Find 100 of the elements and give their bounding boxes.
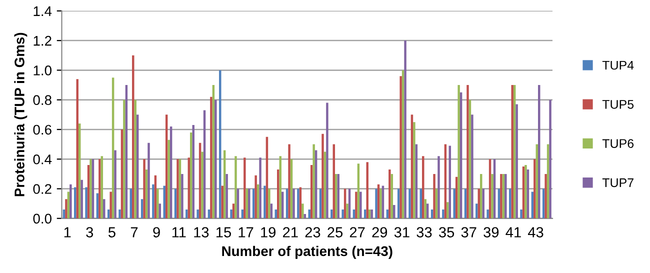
bar [114, 150, 116, 218]
bar [360, 192, 362, 218]
x-tick-label: 35 [438, 227, 454, 238]
x-tick-label: 29 [372, 227, 388, 238]
bar [85, 187, 88, 218]
x-tick-label: 13 [194, 227, 209, 238]
bar [70, 184, 72, 218]
bar [500, 174, 502, 218]
legend-label: TUP6 [602, 139, 634, 148]
bar [388, 169, 391, 218]
y-tick-label: 0.2 [33, 184, 52, 194]
bar [181, 174, 184, 218]
bar [80, 180, 83, 218]
bar [186, 210, 188, 218]
x-tick-label: 21 [283, 227, 298, 238]
bar [134, 100, 136, 218]
bar [302, 204, 304, 218]
bar [168, 140, 170, 218]
bar [214, 100, 217, 218]
bar [342, 210, 344, 218]
x-tick-label: 11 [172, 227, 186, 238]
y-tick-label: 1.2 [34, 36, 52, 46]
bar [234, 156, 237, 218]
bar [466, 85, 469, 218]
legend-label: TUP5 [602, 100, 634, 109]
x-tick-label: 3 [86, 227, 94, 238]
bar [219, 70, 222, 218]
y-tick-label: 0.8 [33, 95, 52, 106]
bar [163, 186, 166, 218]
bar [90, 159, 92, 218]
x-tick-label: 7 [130, 227, 138, 238]
bar [297, 188, 300, 218]
bar [203, 110, 206, 218]
y-tick-label: 0.0 [33, 214, 52, 224]
bar [123, 100, 126, 218]
x-tick-label: 9 [153, 227, 160, 238]
bar [322, 134, 324, 218]
bar [520, 210, 522, 218]
bar [192, 125, 194, 218]
bar [196, 210, 199, 218]
bar [446, 202, 449, 218]
x-tick-label: 23 [305, 227, 320, 238]
bar [221, 186, 224, 218]
x-tick-label: 17 [238, 227, 254, 238]
x-tick-label: 5 [108, 227, 116, 238]
bar [482, 188, 484, 218]
bar [176, 159, 179, 218]
bar [442, 210, 444, 218]
bar [76, 79, 78, 218]
x-tick-label: 25 [328, 227, 343, 238]
bar [143, 159, 146, 218]
bar [413, 122, 416, 218]
bar [438, 156, 440, 218]
x-axis-title: Number of patients (n=43) [222, 246, 392, 259]
bar [370, 210, 373, 218]
y-tick-label: 0.6 [33, 124, 52, 135]
x-tick-label: 31 [394, 227, 410, 238]
x-tick-label: 27 [350, 227, 365, 238]
bar [254, 175, 257, 218]
bar [476, 204, 478, 218]
bar [201, 152, 204, 218]
bar [110, 192, 112, 218]
legend-label: TUP4 [602, 60, 634, 70]
bar [156, 188, 159, 218]
bar [330, 210, 333, 218]
legend-label: TUP7 [602, 178, 634, 188]
bar [355, 192, 358, 218]
bar [402, 70, 404, 218]
bar [308, 210, 310, 218]
bar [148, 142, 150, 218]
y-tick-label: 1.4 [34, 6, 52, 16]
bar [346, 204, 348, 218]
bar [549, 100, 552, 218]
bar [408, 188, 411, 218]
bar [453, 188, 456, 218]
bar [534, 159, 536, 218]
y-tick-label: 0.4 [33, 154, 52, 164]
x-tick-label: 41 [506, 227, 521, 238]
bar [312, 144, 315, 218]
bar [458, 85, 460, 218]
bar [118, 210, 121, 218]
bar [226, 174, 228, 218]
bar [424, 199, 426, 218]
x-tick-label: 39 [484, 227, 499, 238]
x-tick-label: 19 [261, 227, 276, 238]
bar [380, 188, 382, 218]
bar [471, 114, 474, 218]
x-tick-label: 33 [416, 227, 432, 238]
bar [486, 210, 489, 218]
bar [292, 188, 295, 218]
bar [433, 174, 436, 218]
bar [504, 174, 507, 218]
bar [544, 174, 547, 218]
bar [230, 210, 232, 218]
bar [279, 156, 282, 218]
bar [65, 199, 68, 218]
bar [491, 174, 494, 218]
bar [511, 85, 514, 218]
x-tick-label: 37 [461, 227, 476, 238]
x-tick-label: 43 [528, 227, 544, 238]
